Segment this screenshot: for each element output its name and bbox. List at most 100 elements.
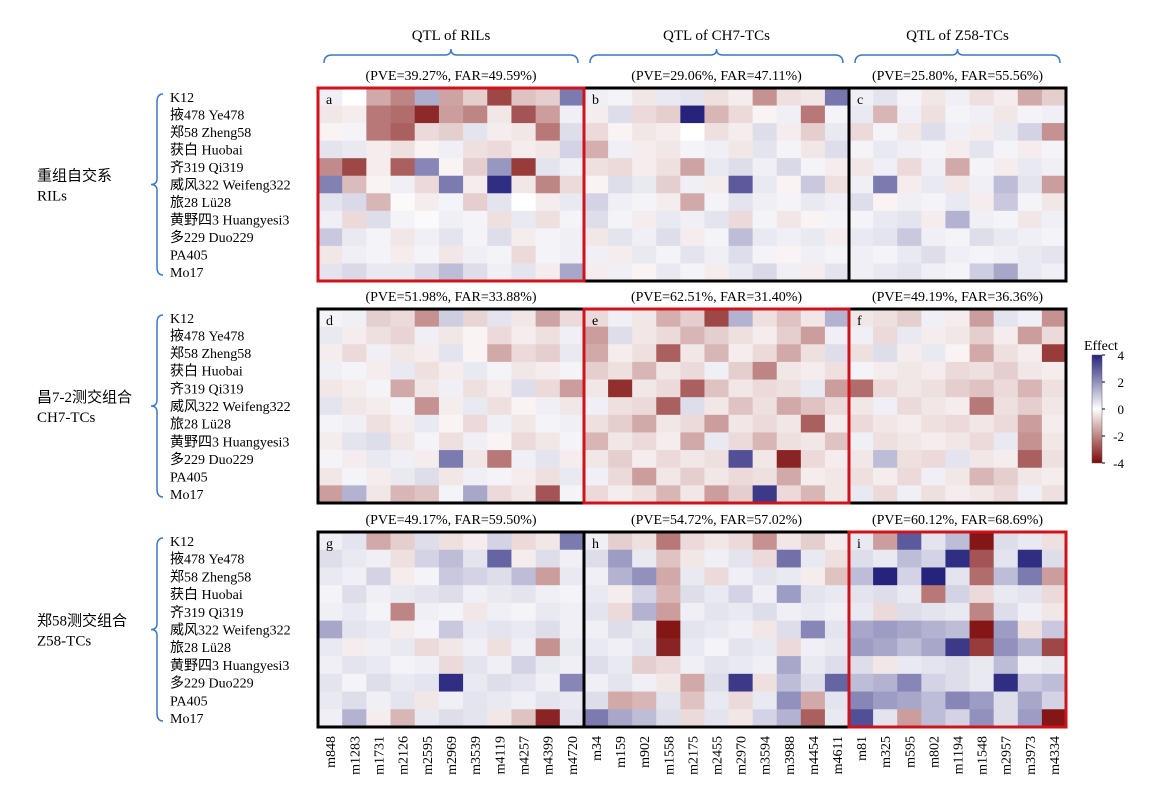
heatmap-cell — [680, 158, 705, 177]
heatmap-cell — [800, 263, 826, 282]
heatmap-cell — [608, 709, 633, 728]
heatmap-cell — [487, 450, 512, 469]
heatmap-cell — [897, 309, 922, 328]
panel-stats: (PVE=49.17%, FAR=59.50%) — [365, 513, 536, 528]
heatmap-cell — [993, 567, 1019, 586]
heatmap-cell — [559, 709, 585, 728]
heatmap-cell — [1017, 414, 1043, 433]
heatmap-cell — [318, 326, 343, 345]
heatmap-cell — [1041, 140, 1067, 159]
heatmap-cell — [1041, 309, 1067, 328]
line-name-label: K12 — [170, 535, 194, 550]
heatmap-cell — [873, 193, 898, 212]
heatmap-cell — [535, 193, 561, 212]
heatmap-cell — [438, 379, 464, 398]
heatmap-cell — [366, 193, 391, 212]
heatmap-cell — [800, 673, 826, 692]
heatmap-cell — [511, 379, 537, 398]
marker-label: m1548 — [976, 736, 991, 775]
heatmap-cell — [584, 432, 609, 451]
heatmap-cell — [318, 585, 343, 604]
heatmap-cell — [632, 485, 657, 504]
heatmap-cell — [969, 567, 995, 586]
heatmap-cell — [390, 432, 416, 451]
heatmap-cell — [438, 620, 464, 639]
heatmap-cell — [584, 450, 609, 469]
heatmap-cell — [342, 673, 367, 692]
heatmap-cell — [608, 585, 633, 604]
heatmap-cell — [897, 638, 922, 657]
heatmap-cell — [969, 656, 995, 675]
heatmap-cell — [559, 414, 585, 433]
heatmap-cell — [342, 210, 367, 229]
line-name-label: PA405 — [170, 471, 208, 486]
heatmap-cell — [993, 379, 1019, 398]
heatmap-cell — [487, 432, 512, 451]
heatmap-cell — [800, 140, 826, 159]
heatmap-cell — [897, 602, 922, 622]
heatmap-cell — [438, 432, 464, 451]
heatmap-cell — [559, 326, 585, 345]
heatmap-cell — [342, 602, 367, 622]
heatmap-cell — [873, 432, 898, 451]
heatmap-cell — [511, 467, 537, 486]
heatmap-cell — [608, 379, 633, 398]
heatmap-cell — [993, 228, 1019, 247]
line-name-label: 多229 Duo229 — [170, 675, 254, 692]
heatmap-cell — [945, 263, 970, 282]
heatmap-cell — [897, 567, 922, 586]
heatmap-cell — [463, 105, 488, 124]
column-group-brace — [854, 48, 1061, 64]
heatmap-cell — [969, 158, 995, 177]
heatmap-cell — [680, 638, 705, 657]
heatmap-cell — [945, 326, 970, 345]
heatmap-cell — [342, 638, 367, 657]
heatmap-cell — [873, 567, 898, 586]
heatmap-cell — [824, 673, 850, 692]
heatmap-cell — [487, 414, 512, 433]
heatmap-cell — [873, 620, 898, 639]
heatmap-cell — [511, 263, 537, 282]
heatmap-cell — [632, 450, 657, 469]
heatmap-cell — [463, 656, 488, 675]
heatmap-cell — [921, 638, 946, 657]
heatmap-cell — [487, 585, 512, 604]
heatmap-cell — [993, 175, 1019, 194]
heatmap-cell — [511, 656, 537, 675]
heatmap-cell — [969, 123, 995, 142]
heatmap-cell — [849, 673, 874, 692]
heatmap-cell — [752, 485, 778, 504]
heatmap-cell — [463, 123, 488, 142]
heatmap-cell — [632, 532, 657, 551]
heatmap-cell — [511, 602, 537, 622]
heatmap-cell — [800, 379, 826, 398]
heatmap-cell — [800, 620, 826, 639]
heatmap-cell — [318, 673, 343, 692]
heatmap-cell — [559, 379, 585, 398]
heatmap-cell — [921, 140, 946, 159]
panel-letter: i — [857, 537, 861, 552]
heatmap-cell — [873, 228, 898, 247]
heatmap-cell — [752, 105, 778, 124]
heatmap-cell — [873, 88, 898, 106]
heatmap-cell — [921, 656, 946, 675]
marker-label: m3594 — [759, 736, 774, 775]
heatmap-cell — [680, 228, 705, 247]
heatmap-cell — [487, 379, 512, 398]
heatmap-cell — [342, 361, 367, 380]
heatmap-cell — [993, 450, 1019, 469]
heatmap-cell — [511, 620, 537, 639]
heatmap-cell — [511, 673, 537, 692]
heatmap-cell — [511, 414, 537, 433]
heatmap-cell — [824, 326, 850, 345]
heatmap-cell — [342, 245, 367, 264]
heatmap-cell — [390, 326, 416, 345]
heatmap-cell — [897, 344, 922, 363]
heatmap-cell — [608, 673, 633, 692]
heatmap-cell — [463, 432, 488, 451]
heatmap-cell — [584, 549, 609, 568]
heatmap-cell — [776, 88, 802, 106]
heatmap-cell — [608, 467, 633, 486]
heatmap-cell — [800, 638, 826, 657]
heatmap-cell — [584, 263, 609, 282]
